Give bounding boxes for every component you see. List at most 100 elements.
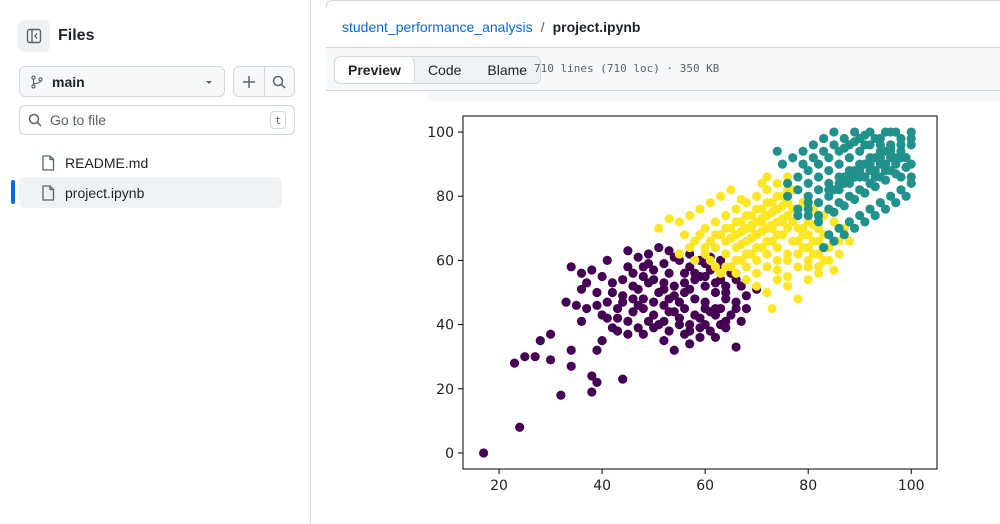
scatter-point [679, 329, 690, 339]
sidebar-collapse-icon [26, 28, 42, 44]
scatter-point [819, 255, 829, 266]
scatter-point [726, 185, 736, 195]
scatter-point [782, 249, 793, 259]
scatter-point [710, 217, 721, 227]
scatter-point [782, 271, 793, 282]
y-tick-label: 60 [436, 253, 454, 269]
scatter-point [906, 133, 916, 144]
scatter-point [685, 319, 695, 330]
scatter-point [834, 249, 844, 259]
scatter-point [798, 159, 808, 169]
scatter-point [798, 146, 808, 156]
scatter-point [803, 210, 813, 221]
scatter-point [824, 191, 834, 201]
scatter-point [685, 339, 695, 349]
scatter-point [824, 204, 834, 214]
scatter-point [870, 210, 880, 221]
scatter-point [731, 268, 741, 278]
scatter-point [849, 127, 860, 137]
scatter-point [710, 332, 721, 343]
scatter-point [798, 242, 808, 253]
scatter-point [576, 316, 587, 326]
branch-name: main [52, 73, 85, 90]
x-tick-label: 40 [593, 478, 611, 494]
scatter-point [752, 268, 762, 278]
tab-preview[interactable]: Preview [335, 57, 415, 83]
file-item-project-ipynb[interactable]: project.ipynb [19, 177, 282, 208]
scatter-point [607, 287, 618, 298]
go-to-file-search[interactable]: t [19, 105, 295, 135]
scatter-point [839, 230, 849, 240]
scatter-point [767, 207, 777, 217]
scatter-point [669, 307, 679, 317]
scatter-point [880, 204, 891, 214]
scatter-point [659, 336, 669, 346]
scatter-point [623, 262, 633, 272]
scatter-point [782, 185, 793, 195]
scatter-point [834, 159, 844, 169]
scatter-point [633, 252, 643, 262]
scatter-point [824, 178, 834, 188]
tab-code[interactable]: Code [427, 62, 462, 78]
branch-selector[interactable]: main [19, 66, 225, 97]
scatter-point [788, 153, 798, 163]
scatter-point [654, 242, 664, 253]
scatter-point [757, 178, 767, 188]
go-to-file-input[interactable] [50, 112, 270, 128]
collapse-sidebar-button[interactable] [18, 20, 50, 52]
scatter-point [669, 291, 679, 301]
scatter-point [638, 262, 648, 272]
scatter-point [576, 284, 587, 294]
tab-blame[interactable]: Blame [487, 62, 528, 78]
scatter-point [860, 217, 870, 227]
scatter-point [545, 355, 556, 365]
scatter-point [901, 153, 911, 163]
git-branch-icon [31, 74, 43, 89]
x-tick-label: 80 [799, 478, 817, 494]
scatter-point [793, 185, 803, 195]
scatter-point [520, 352, 530, 362]
scatter-point [757, 214, 767, 224]
scatter-point [741, 303, 751, 314]
file-meta-info: 710 lines (710 loc) · 350 KB [534, 62, 720, 75]
breadcrumb-repo-link[interactable]: student_performance_analysis [342, 19, 533, 35]
content-border [326, 0, 1000, 8]
scatter-point [803, 255, 813, 266]
file-item-readme[interactable]: README.md [19, 147, 282, 178]
scatter-point [638, 294, 648, 304]
scatter-point [875, 140, 885, 150]
search-files-button[interactable] [263, 67, 295, 96]
scatter-point [736, 226, 746, 237]
scatter-point [803, 204, 813, 214]
scatter-point [479, 448, 489, 458]
caret-down-icon [206, 80, 212, 84]
scatter-point [782, 223, 793, 233]
scatter-point [891, 153, 901, 163]
scatter-point [886, 146, 896, 156]
scatter-point [767, 220, 777, 230]
x-tick-label: 20 [490, 478, 508, 494]
scatter-point [679, 268, 690, 278]
add-file-button[interactable] [234, 67, 264, 96]
file-icon [42, 184, 55, 201]
scatter-point [582, 303, 592, 314]
scatter-point [813, 217, 824, 227]
scatter-point [891, 159, 901, 169]
view-mode-tabs: Preview Code Blame [334, 56, 542, 84]
scatter-point [628, 307, 638, 317]
scatter-point [674, 297, 684, 307]
scatter-point [602, 313, 612, 323]
scatter-point [695, 332, 705, 343]
scatter-point [721, 210, 731, 221]
sidebar-title: Files [58, 27, 95, 44]
scatter-point [880, 127, 891, 137]
scatter-point [690, 310, 700, 320]
scatter-point [623, 329, 633, 339]
scatter-point [741, 291, 751, 301]
scatter-point [530, 352, 540, 362]
scatter-point [716, 191, 726, 201]
scatter-point [813, 198, 824, 208]
scatter-point [597, 336, 607, 346]
scatter-point [834, 198, 844, 208]
file-name: README.md [65, 154, 149, 171]
